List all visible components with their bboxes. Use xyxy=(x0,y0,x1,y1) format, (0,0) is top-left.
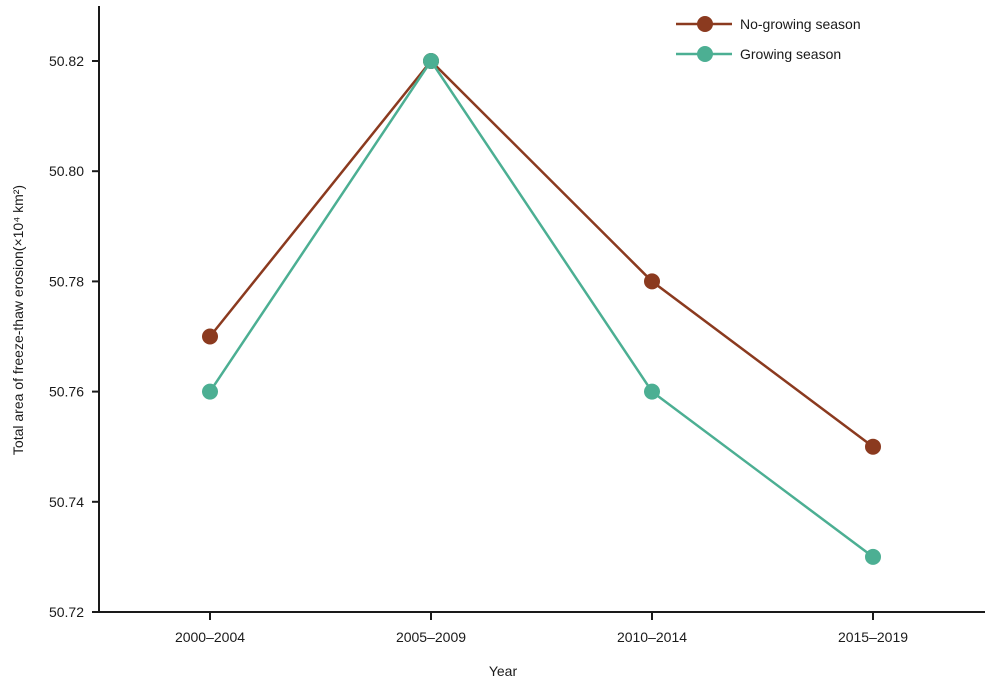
data-point xyxy=(423,53,439,69)
data-point xyxy=(865,438,881,455)
data-point xyxy=(865,548,881,565)
legend-item: No-growing season xyxy=(676,16,861,32)
axes xyxy=(98,6,985,613)
y-tick-label: 50.82 xyxy=(49,53,84,69)
y-ticks: 50.72 50.74 50.76 50.78 50.80 50.82 xyxy=(49,53,99,620)
series-no-growing-season xyxy=(202,53,881,455)
legend: No-growing season Growing season xyxy=(676,16,861,62)
y-tick-label: 50.74 xyxy=(49,494,84,510)
y-tick-label: 50.80 xyxy=(49,163,84,179)
legend-label: Growing season xyxy=(740,46,841,62)
series-line xyxy=(208,58,874,558)
data-point xyxy=(644,273,660,290)
x-tick-label: 2015–2019 xyxy=(838,629,908,645)
x-tick-label: 2005–2009 xyxy=(396,629,466,645)
x-tick-label: 2000–2004 xyxy=(175,629,245,645)
y-tick-label: 50.78 xyxy=(49,273,84,289)
series-group xyxy=(202,53,881,565)
x-tick-label: 2010–2014 xyxy=(617,629,687,645)
y-tick-label: 50.76 xyxy=(49,384,84,400)
data-point xyxy=(202,383,218,400)
series-line xyxy=(209,59,874,448)
legend-swatch-marker xyxy=(697,16,713,32)
data-point xyxy=(202,328,218,345)
data-point xyxy=(644,383,660,400)
legend-label: No-growing season xyxy=(740,16,861,32)
x-axis-title: Year xyxy=(489,663,518,679)
legend-swatch-marker xyxy=(697,46,713,62)
x-ticks: 2000–2004 2005–2009 2010–2014 2015–2019 xyxy=(175,612,908,645)
y-tick-label: 50.72 xyxy=(49,604,84,620)
y-axis-title: Total area of freeze-thaw erosion(×10⁴ k… xyxy=(10,185,26,455)
series-growing-season xyxy=(202,53,881,565)
legend-item: Growing season xyxy=(676,46,841,62)
